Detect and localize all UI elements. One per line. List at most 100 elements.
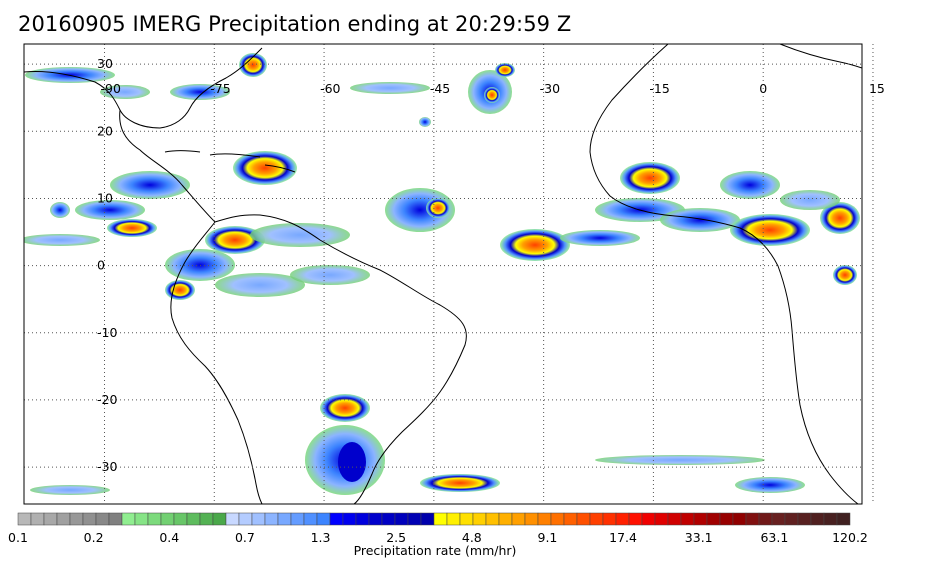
colorbar-swatch [576,512,591,526]
lon-label: -15 [649,81,669,96]
colorbar-swatch [303,512,318,526]
lon-label: 15 [869,81,885,96]
colorbar-tick-label: 1.3 [310,530,331,545]
colorbar-swatch [615,512,630,526]
colorbar-swatch [628,512,643,526]
colorbar-tick-label: 4.8 [461,530,482,545]
lat-label: 10 [97,190,113,205]
coastlines [24,44,862,504]
colorbar-swatch [706,512,721,526]
colorbar-swatch [797,512,812,526]
colorbar-tick-label: 9.1 [537,530,558,545]
colorbar-swatch [719,512,734,526]
colorbar-swatch [160,512,175,526]
colorbar-swatch [212,512,227,526]
colorbar-swatch [355,512,370,526]
colorbar-swatch [459,512,474,526]
longitude-labels: -90 -75 -60 -45 -30 -15 0 15 [101,81,885,96]
colorbar-swatch [589,512,604,526]
colorbar-swatch [251,512,266,526]
map-title: 20160905 IMERG Precipitation ending at 2… [18,12,572,36]
latitude-labels: 30 20 10 0 -10 -20 -30 [97,56,117,474]
colorbar-swatch [511,512,526,526]
colorbar-swatch [537,512,552,526]
colorbar-swatch [485,512,500,526]
colorbar-tick-label: 0.4 [159,530,180,545]
colorbar-swatch [602,512,617,526]
colorbar-swatch [758,512,773,526]
colorbar-swatch [186,512,201,526]
lon-label: -60 [320,81,340,96]
gridlines [24,44,874,504]
colorbar-swatch [641,512,656,526]
colorbar-swatch [290,512,305,526]
lon-label: -30 [540,81,560,96]
colorbar-swatch [420,512,435,526]
colorbar-swatch [17,512,32,526]
lat-label: 20 [97,123,113,138]
colorbar-swatch [407,512,422,526]
colorbar-tick-label: 120.2 [832,530,868,545]
precipitation-layer [24,53,860,495]
colorbar-tick-label: 0.7 [234,530,255,545]
colorbar-swatch [745,512,760,526]
colorbar-title: Precipitation rate (mm/hr) [353,543,517,558]
lon-label: -75 [210,81,230,96]
colorbar-swatch [368,512,383,526]
colorbar-swatch [810,512,825,526]
colorbar-swatch [680,512,695,526]
colorbar-swatch [342,512,357,526]
lat-label: 0 [97,258,105,273]
lon-label: -45 [430,81,450,96]
colorbar-swatch [69,512,84,526]
colorbar-swatch [264,512,279,526]
colorbar-swatch [784,512,799,526]
colorbar-swatch [238,512,253,526]
colorbar-swatch [225,512,240,526]
colorbar-swatch [498,512,513,526]
lat-label: -10 [97,325,117,340]
colorbar-swatch [433,512,448,526]
colorbar-swatch [550,512,565,526]
colorbar-swatch [823,512,838,526]
colorbar-swatch [316,512,331,526]
colorbar-swatch [134,512,149,526]
colorbar-swatch [394,512,409,526]
colorbar-tick-label: 17.4 [609,530,637,545]
colorbar-swatch [654,512,669,526]
colorbar-swatch [836,512,851,526]
colorbar-tick-label: 33.1 [684,530,713,545]
colorbar-swatch [147,512,162,526]
colorbar-swatch [329,512,344,526]
colorbar-tick-label: 0.1 [8,530,28,545]
lat-label: 30 [97,56,113,71]
colorbar-swatch [173,512,188,526]
map-background [24,44,862,504]
colorbar-swatch [277,512,292,526]
colorbar-swatch [667,512,682,526]
colorbar-swatch [121,512,136,526]
colorbar-swatch [43,512,58,526]
colorbar-swatch [732,512,747,526]
colorbar-swatch [82,512,97,526]
lon-label: 0 [759,81,767,96]
colorbar-swatch [199,512,214,526]
colorbar-swatch [108,512,123,526]
colorbar-tick-label: 0.2 [83,530,104,545]
colorbar-swatch [563,512,578,526]
colorbar-swatch [693,512,708,526]
colorbar-swatch [381,512,396,526]
lat-label: -20 [97,392,117,407]
colorbar-swatch [771,512,786,526]
colorbar [17,512,851,526]
map-frame [23,43,863,505]
colorbar-swatch [524,512,539,526]
colorbar-swatch [446,512,461,526]
colorbar-tick-label: 2.5 [386,530,407,545]
colorbar-tick-label: 63.1 [760,530,789,545]
lon-label: -90 [101,81,121,96]
lat-label: -30 [97,459,117,474]
colorbar-swatch [56,512,71,526]
